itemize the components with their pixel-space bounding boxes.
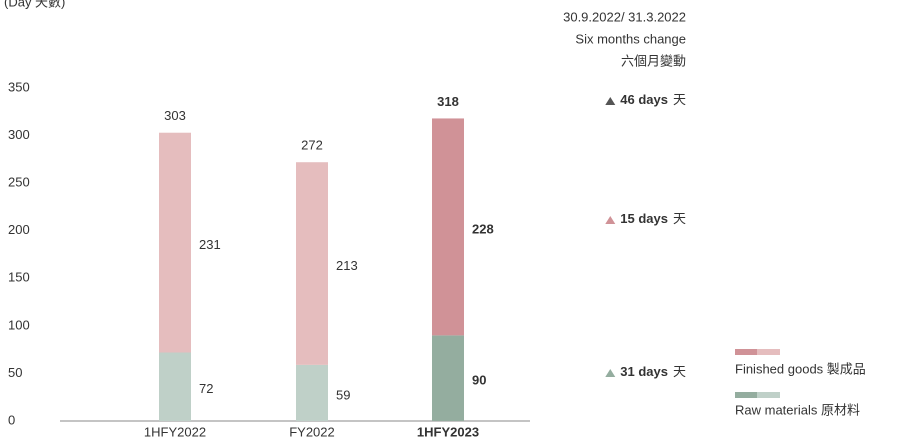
legend-swatch	[735, 349, 757, 355]
change-arrow	[605, 369, 616, 377]
x-tick-label: FY2022	[289, 424, 335, 439]
change-suffix: 天	[673, 211, 686, 226]
change-label: 46 days 天	[620, 92, 686, 107]
y-tick-label: 350	[8, 79, 30, 94]
total-label: 272	[301, 138, 323, 153]
data-label: 231	[199, 237, 221, 252]
y-tick-label: 300	[8, 127, 30, 142]
change-suffix: 天	[673, 92, 686, 107]
data-label: 72	[199, 381, 213, 396]
change-arrow	[605, 97, 616, 105]
y-tick-label: 0	[8, 412, 15, 427]
y-tick-label: 250	[8, 175, 30, 190]
change-label: 15 days 天	[620, 211, 686, 226]
change-arrow	[605, 216, 616, 224]
total-label: 303	[164, 108, 186, 123]
y-tick-label: 150	[8, 270, 30, 285]
legend-label: Finished goods 製成品	[735, 361, 866, 376]
legend-swatch	[757, 392, 780, 398]
change-header: Six months change	[575, 31, 686, 46]
total-label: 318	[437, 94, 459, 109]
bar-segment	[296, 162, 328, 365]
bar-segment	[296, 364, 328, 421]
legend-swatch	[735, 392, 757, 398]
bar-segment	[432, 335, 464, 421]
y-tick-label: 200	[8, 222, 30, 237]
legend-swatch	[757, 349, 780, 355]
change-label: 31 days 天	[620, 364, 686, 379]
y-tick-label: 100	[8, 317, 30, 332]
change-value: 15 days	[620, 211, 668, 226]
bar-segment	[159, 352, 191, 421]
y-tick-label: 50	[8, 365, 22, 380]
change-header: 六個月變動	[621, 53, 686, 68]
legend-label: Raw materials 原材料	[735, 402, 860, 417]
change-value: 46 days	[620, 92, 668, 107]
change-value: 31 days	[620, 364, 668, 379]
y-axis-label: (Day 天數)	[4, 0, 65, 9]
bar-segment	[432, 118, 464, 336]
bar-segment	[159, 132, 191, 353]
x-tick-label: 1HFY2022	[144, 424, 206, 439]
data-label: 59	[336, 387, 350, 402]
data-label: 213	[336, 258, 358, 273]
data-label: 90	[472, 373, 486, 388]
change-suffix: 天	[673, 364, 686, 379]
x-tick-label: 1HFY2023	[417, 424, 479, 439]
change-header: 30.9.2022/ 31.3.2022	[563, 9, 686, 24]
data-label: 228	[472, 221, 494, 236]
